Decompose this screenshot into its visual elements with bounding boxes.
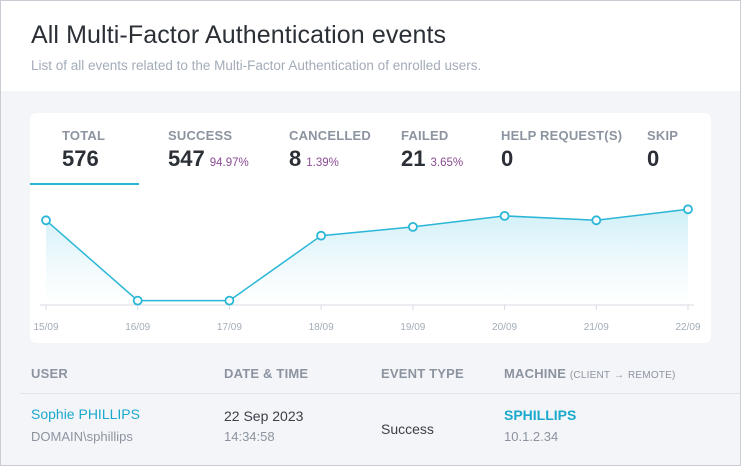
machine-ip: 10.1.2.34 <box>504 429 558 444</box>
stat-total-value: 576 <box>62 146 99 172</box>
chart-x-tick-label: 16/09 <box>125 322 150 333</box>
chart-x-tick-label: 21/09 <box>584 322 609 333</box>
stat-success-label: SUCCESS <box>168 128 249 143</box>
stat-help-tab[interactable]: HELP REQUEST(S) 0 <box>501 128 622 172</box>
chart-data-point[interactable] <box>42 216 50 224</box>
events-chart-svg: 15/09 16/09 17/09 18/09 19/09 20/09 21/09 22/09 <box>30 185 711 343</box>
page-title: All Multi-Factor Authentication events <box>31 21 446 50</box>
stat-skip-label: SKIP <box>647 128 678 143</box>
table-header: USER DATE & TIME EVENT TYPE MACHINE (CLI… <box>1 355 740 391</box>
stat-success-value: 547 <box>168 146 205 172</box>
stat-cancelled-percent: 1.39% <box>306 157 339 169</box>
events-chart: 15/09 16/09 17/09 18/09 19/09 20/09 21/09 22/09 <box>30 185 711 343</box>
chart-x-tick-label: 22/09 <box>675 322 700 333</box>
stat-failed-label: FAILED <box>401 128 463 143</box>
stat-cancelled-tab[interactable]: CANCELLED 8 1.39% <box>289 128 371 172</box>
event-time: 14:34:58 <box>224 429 275 444</box>
event-date: 22 Sep 2023 <box>224 408 303 424</box>
chart-x-tick-label: 17/09 <box>217 322 242 333</box>
stat-skip-tab[interactable]: SKIP 0 <box>647 128 678 172</box>
chart-data-point[interactable] <box>409 223 417 231</box>
column-header-event-type[interactable]: EVENT TYPE <box>381 366 464 381</box>
stat-cancelled-label: CANCELLED <box>289 128 371 143</box>
column-header-machine[interactable]: MACHINE (CLIENT → REMOTE) <box>504 366 676 381</box>
column-header-machine-client: (CLIENT <box>570 370 610 381</box>
column-header-machine-label: MACHINE <box>504 366 566 381</box>
user-account: DOMAIN\sphillips <box>31 429 133 444</box>
chart-x-tick-label: 18/09 <box>309 322 334 333</box>
chart-x-tick-label: 19/09 <box>400 322 425 333</box>
stat-total-label: TOTAL <box>62 128 105 143</box>
page-subtitle: List of all events related to the Multi-… <box>31 58 481 73</box>
stat-failed-value: 21 <box>401 146 425 172</box>
machine-name-link[interactable]: SPHILLIPS <box>504 407 576 423</box>
stat-failed-percent: 3.65% <box>430 157 463 169</box>
stat-failed-tab[interactable]: FAILED 21 3.65% <box>401 128 463 172</box>
arrow-right-icon: → <box>614 370 624 381</box>
stat-help-value: 0 <box>501 146 513 172</box>
column-header-user[interactable]: USER <box>31 366 68 381</box>
column-header-machine-remote: REMOTE) <box>628 370 676 381</box>
chart-x-tick-label: 20/09 <box>492 322 517 333</box>
chart-data-point[interactable] <box>317 232 325 240</box>
stat-success-tab[interactable]: SUCCESS 547 94.97% <box>168 128 249 172</box>
stat-skip-value: 0 <box>647 146 659 172</box>
stat-help-label: HELP REQUEST(S) <box>501 128 622 143</box>
chart-data-point[interactable] <box>134 297 142 305</box>
chart-data-point[interactable] <box>501 212 509 220</box>
stat-cancelled-value: 8 <box>289 146 301 172</box>
column-header-datetime[interactable]: DATE & TIME <box>224 366 308 381</box>
page-header: All Multi-Factor Authentication events L… <box>1 1 740 91</box>
chart-data-point[interactable] <box>592 216 600 224</box>
chart-area-fill <box>46 209 688 305</box>
table-row[interactable]: Sophie PHILLIPS DOMAIN\sphillips 22 Sep … <box>1 394 740 465</box>
event-type: Success <box>381 421 434 437</box>
stat-success-percent: 94.97% <box>210 157 249 169</box>
user-name-link[interactable]: Sophie PHILLIPS <box>31 406 140 422</box>
chart-data-point[interactable] <box>225 297 233 305</box>
chart-x-tick-label: 15/09 <box>33 322 58 333</box>
stat-total-tab[interactable]: TOTAL 576 <box>62 128 105 172</box>
chart-data-point[interactable] <box>684 205 692 213</box>
